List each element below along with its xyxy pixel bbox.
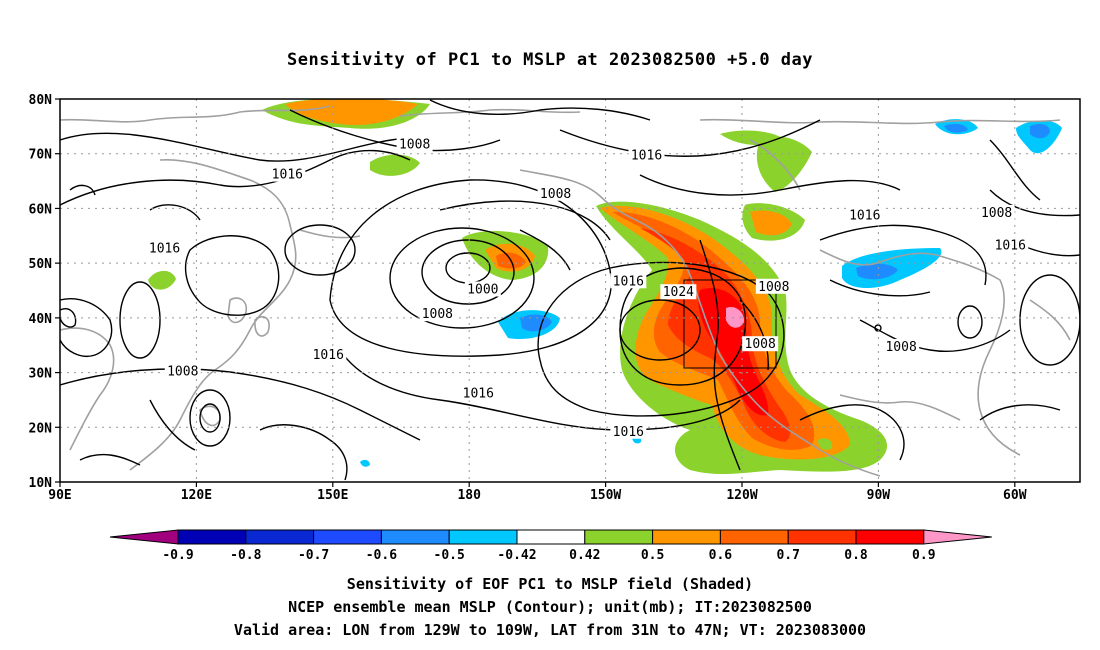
colorbar-segment bbox=[177, 529, 247, 545]
contour-label: 1016 bbox=[849, 209, 880, 224]
colorbar-arrow-right bbox=[923, 529, 992, 545]
contour-label: 1016 bbox=[613, 274, 644, 289]
contour-label-bg bbox=[755, 278, 792, 294]
contour-label: 1024 bbox=[663, 285, 694, 300]
contour-label: 1008 bbox=[167, 365, 198, 380]
lon-label: 150W bbox=[590, 488, 621, 503]
contour-label-bg bbox=[310, 347, 347, 363]
contour-label-bg bbox=[419, 306, 456, 322]
contour-label-bg bbox=[464, 281, 501, 297]
plot-frame bbox=[59, 98, 1081, 483]
contour-label: 1008 bbox=[758, 280, 789, 295]
lat-label: 70N bbox=[29, 148, 53, 163]
contour-label-bg bbox=[269, 166, 306, 182]
lat-label: 60N bbox=[29, 202, 53, 217]
colorbar-segment bbox=[719, 529, 789, 545]
colorbar-label: -0.8 bbox=[230, 548, 261, 563]
mslp-contours bbox=[60, 99, 1080, 481]
lat-label: 20N bbox=[29, 421, 53, 436]
colorbar-segment bbox=[313, 529, 382, 545]
lat-label: 10N bbox=[29, 476, 53, 491]
lon-label: 180 bbox=[457, 488, 481, 503]
contour-label: 1000 bbox=[467, 283, 498, 298]
lat-lon-grid bbox=[60, 99, 1080, 482]
plot-title: Sensitivity of PC1 to MSLP at 2023082500… bbox=[286, 50, 813, 70]
lat-label: 30N bbox=[29, 367, 53, 382]
caption-line-3: Valid area: LON from 129W to 109W, LAT f… bbox=[233, 621, 867, 639]
colorbar-label: -0.7 bbox=[298, 548, 329, 563]
contour-label-bg bbox=[146, 240, 183, 256]
contour-label: 1016 bbox=[272, 168, 303, 183]
contour-label-bg bbox=[846, 207, 883, 223]
contour-label: 1016 bbox=[463, 386, 494, 401]
colorbar-segment bbox=[245, 529, 315, 545]
colorbar-label: -0.9 bbox=[162, 548, 193, 563]
contour-label-bg bbox=[460, 385, 497, 401]
contour-label-bg bbox=[883, 338, 920, 354]
lon-label: 90W bbox=[867, 488, 891, 503]
colorbar-label: -0.42 bbox=[497, 548, 536, 563]
contour-label-bg bbox=[396, 136, 433, 152]
lon-label: 60W bbox=[1003, 488, 1027, 503]
colorbar-segment bbox=[380, 529, 450, 545]
colorbar-segment bbox=[516, 529, 586, 545]
lat-label: 80N bbox=[29, 93, 53, 108]
caption-line-2: NCEP ensemble mean MSLP (Contour); unit(… bbox=[288, 598, 812, 616]
contour-label: 1008 bbox=[885, 340, 916, 355]
valid-area-box bbox=[683, 279, 777, 369]
colorbar-label: 0.42 bbox=[569, 548, 600, 563]
lat-label: 50N bbox=[29, 257, 53, 272]
colorbar-label: 0.8 bbox=[844, 548, 868, 563]
lat-label: 40N bbox=[29, 312, 53, 327]
colorbar-segment bbox=[584, 529, 654, 545]
shaded-field bbox=[148, 99, 1062, 475]
colorbar-segment bbox=[652, 529, 721, 545]
colorbar-segment bbox=[787, 529, 857, 545]
contour-label: 1016 bbox=[613, 425, 644, 440]
contour-label: 1016 bbox=[313, 348, 344, 363]
contour-label-bg bbox=[660, 284, 697, 300]
colorbar-segment bbox=[855, 529, 925, 545]
contour-label: 1016 bbox=[631, 148, 662, 163]
lon-label: 120W bbox=[726, 488, 757, 503]
contour-label-bg bbox=[164, 363, 201, 379]
colorbar-segment bbox=[448, 529, 518, 545]
lon-label: 90E bbox=[48, 488, 71, 503]
lon-label: 120E bbox=[181, 488, 212, 503]
contour-label: 1008 bbox=[745, 337, 776, 352]
contour-label-bg bbox=[742, 336, 779, 352]
contour-label: 1008 bbox=[540, 187, 571, 202]
contour-label: 1016 bbox=[995, 239, 1026, 254]
contour-label-bg bbox=[537, 185, 574, 201]
contour-label: 1008 bbox=[981, 206, 1012, 221]
contour-label: 1008 bbox=[422, 307, 453, 322]
colorbar-label: 0.6 bbox=[709, 548, 733, 563]
colorbar-label: 0.9 bbox=[912, 548, 935, 563]
lon-label: 150E bbox=[317, 488, 348, 503]
contour-label-bg bbox=[978, 204, 1015, 220]
colorbar-label: 0.5 bbox=[641, 548, 664, 563]
contour-label: 1016 bbox=[149, 241, 180, 256]
contour-label: 1008 bbox=[399, 138, 430, 153]
contour-label-bg bbox=[628, 147, 665, 163]
colorbar-arrow-left bbox=[109, 529, 179, 545]
colorbar-label: -0.5 bbox=[434, 548, 465, 563]
colorbar-label: -0.6 bbox=[366, 548, 397, 563]
caption-line-1: Sensitivity of EOF PC1 to MSLP field (Sh… bbox=[346, 575, 754, 593]
contour-label-bg bbox=[610, 273, 647, 289]
colorbar-label: 0.7 bbox=[776, 548, 799, 563]
contour-labels: 1008 1016 1016 1008 1016 1008 1016 1016 1000 1016… bbox=[146, 136, 1029, 440]
contour-label-bg bbox=[992, 237, 1029, 253]
contour-label-bg bbox=[610, 423, 647, 439]
color-bar: -0.9 -0.8 -0.7 -0.6 -0.5 -0.42 0.42 0.5 0.6 0.7 0.… bbox=[109, 529, 992, 563]
